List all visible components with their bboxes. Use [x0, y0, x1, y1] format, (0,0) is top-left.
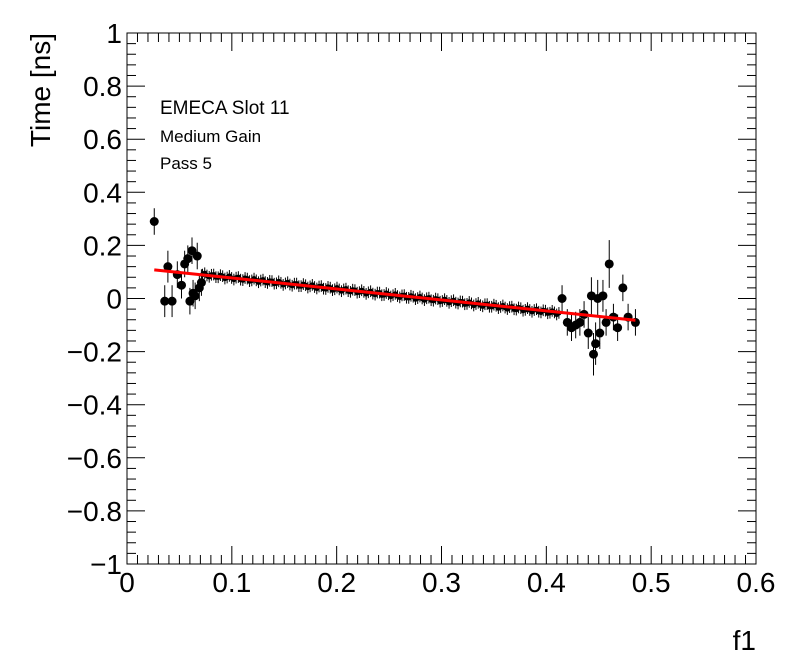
fit-line: [154, 268, 636, 322]
y-axis-title: Time [ns]: [25, 33, 56, 147]
x-tick-label: 0.5: [632, 567, 671, 598]
data-point: [595, 328, 605, 338]
y-tick-label: 0: [106, 284, 122, 315]
y-tick-label: −0.8: [67, 496, 122, 527]
y-tick-label: 0.4: [83, 177, 122, 208]
annotation-gain: Medium Gain: [160, 127, 261, 146]
data-point: [598, 291, 608, 301]
y-tick-labels: −1 −0.8 −0.6 −0.4 −0.2 0 0.2 0.4 0.6 0.8 1: [67, 18, 122, 580]
y-tick-label: 0.6: [83, 124, 122, 155]
x-axis-title: f1: [733, 625, 756, 656]
data-point: [557, 294, 567, 303]
y-tick-label: −0.4: [67, 390, 122, 421]
axis-ticks: [126, 32, 757, 565]
data-point: [192, 251, 202, 261]
data-point: [183, 254, 193, 264]
x-tick-label: 0.2: [317, 567, 356, 598]
x-tick-label: 0.4: [527, 567, 566, 598]
data-point: [583, 328, 593, 338]
x-tick-label: 0.6: [737, 567, 776, 598]
y-tick-label: −0.2: [67, 337, 122, 368]
data-point: [167, 296, 177, 306]
y-tick-label: 0.2: [83, 230, 122, 261]
data-point: [618, 283, 628, 293]
annotation-slot: EMECA Slot 11: [160, 98, 290, 119]
x-tick-labels: 0 0.1 0.2 0.3 0.4 0.5 0.6: [119, 567, 775, 598]
data-point: [604, 259, 614, 269]
y-tick-label: 0.8: [83, 71, 122, 102]
x-tick-label: 0.3: [422, 567, 461, 598]
data-point: [589, 349, 599, 359]
annotation-pass: Pass 5: [160, 154, 212, 173]
data-point: [149, 217, 159, 227]
data-point: [575, 317, 585, 327]
x-tick-label: 0: [119, 567, 135, 598]
x-tick-label: 0.1: [212, 567, 251, 598]
data-point: [160, 296, 170, 306]
data-point: [196, 278, 206, 288]
data-point: [190, 291, 200, 301]
data-point: [177, 280, 187, 290]
y-tick-label: 1: [106, 18, 122, 49]
data-point: [591, 339, 601, 349]
y-tick-label: −1: [90, 549, 122, 580]
y-tick-label: −0.6: [67, 443, 122, 474]
data-point: [601, 317, 611, 327]
data-points: [149, 208, 640, 376]
data-point: [163, 262, 173, 272]
data-point: [613, 323, 623, 333]
